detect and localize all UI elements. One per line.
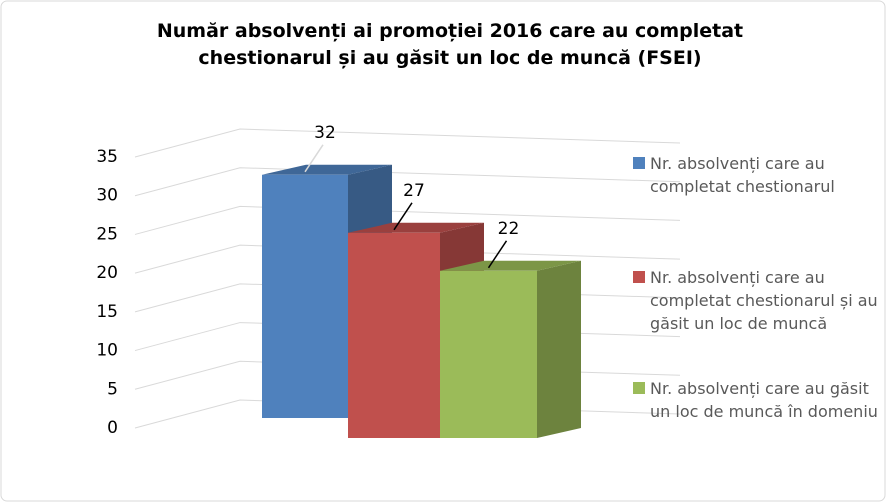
leader-line (487, 240, 508, 269)
data-label: 27 (403, 181, 425, 201)
y-tick-label: 5 (107, 379, 118, 399)
bar-top (348, 222, 484, 233)
y-tick-label: 35 (96, 147, 118, 167)
legend-item: Nr. absolvenți care au completat chestio… (633, 152, 889, 198)
y-tick-label: 15 (96, 302, 118, 322)
bar (348, 232, 440, 438)
data-label: 32 (314, 123, 336, 143)
grid-line (134, 128, 681, 158)
y-tick-label: 20 (96, 263, 118, 283)
legend-label: Nr. absolvenți care au completat chestio… (650, 268, 878, 333)
y-tick-label: 30 (96, 186, 118, 206)
leader-line (393, 202, 413, 231)
legend-swatch (633, 271, 645, 283)
data-label: 22 (498, 219, 520, 239)
bar (262, 174, 348, 418)
legend-item: Nr. absolvenți care au găsit un loc de m… (633, 377, 889, 423)
y-tick-label: 10 (96, 341, 118, 361)
legend-label: Nr. absolvenți care au completat chestio… (650, 154, 835, 196)
grid-line (134, 167, 681, 197)
legend-swatch (633, 157, 645, 169)
legend-swatch (633, 382, 645, 394)
y-tick-label: 25 (96, 224, 118, 244)
grid-line (134, 205, 681, 235)
chart-title: Număr absolvenți ai promoției 2016 care … (156, 20, 744, 69)
grid-line (134, 244, 681, 274)
legend-item: Nr. absolvenți care au completat chestio… (633, 266, 889, 335)
y-tick-label: 0 (107, 418, 118, 438)
leader-line (304, 144, 324, 173)
bar (440, 270, 537, 438)
legend-label: Nr. absolvenți care au găsit un loc de m… (650, 379, 878, 421)
bar-top (440, 260, 581, 271)
bar-side (537, 260, 581, 438)
bar-top (262, 164, 392, 175)
